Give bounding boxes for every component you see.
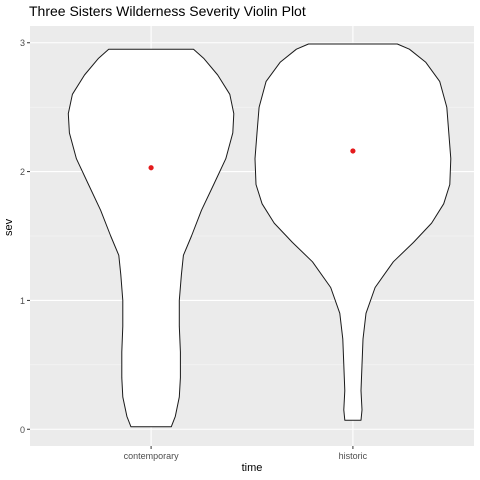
y-tick-label: 0 [20, 425, 25, 435]
violin-contemporary [67, 48, 235, 428]
x-axis: contemporary historic [124, 446, 368, 461]
mean-point-historic [350, 148, 356, 154]
y-axis: 0 1 2 3 [20, 38, 30, 435]
mean-point-contemporary [148, 165, 154, 171]
y-axis-title: sev [3, 218, 15, 236]
violins-layer [67, 43, 452, 428]
y-tick-label: 2 [20, 167, 25, 177]
y-tick-label: 1 [20, 296, 25, 306]
x-tick-label-contemporary: contemporary [124, 451, 180, 461]
mean-points-layer [148, 148, 356, 171]
violin-historic [254, 43, 452, 421]
x-axis-title: time [241, 462, 263, 474]
chart-title: Three Sisters Wilderness Severity Violin… [29, 3, 306, 19]
y-tick-label: 3 [20, 38, 25, 48]
x-tick-label-historic: historic [339, 451, 368, 461]
